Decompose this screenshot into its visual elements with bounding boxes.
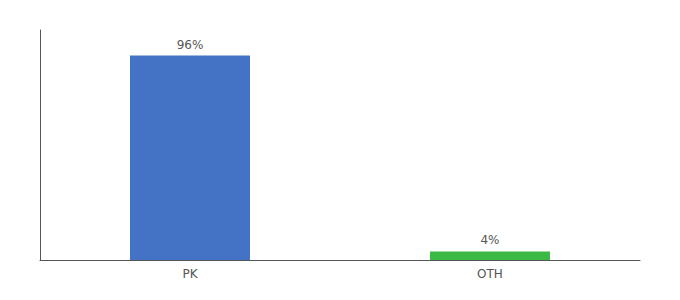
svg-text:96%: 96%: [177, 38, 204, 52]
svg-text:PK: PK: [182, 267, 198, 281]
svg-text:OTH: OTH: [477, 267, 503, 281]
svg-text:4%: 4%: [480, 233, 499, 247]
